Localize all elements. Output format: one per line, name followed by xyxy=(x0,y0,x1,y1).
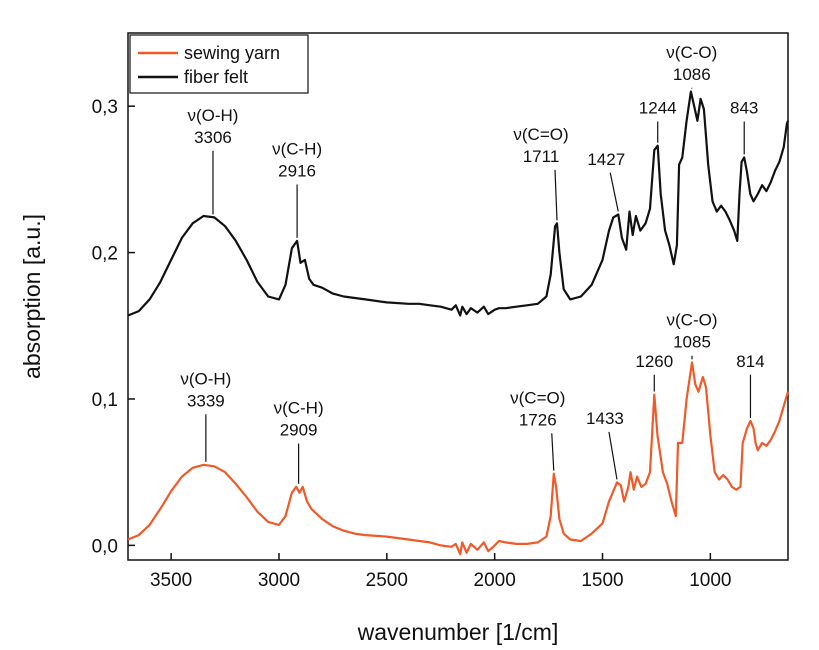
legend-box xyxy=(129,34,309,94)
peak-annotation: 2916 ν(C-H) xyxy=(272,139,322,238)
y-tick-label: 0,0 xyxy=(92,536,118,557)
annotation-wavenumber: 3306 xyxy=(194,128,232,147)
x-tick-label: 2500 xyxy=(366,570,408,591)
x-tick-label: 3000 xyxy=(258,570,300,591)
y-tick-label: 0,1 xyxy=(92,390,118,411)
peak-annotations: 3306 ν(O-H) 2916 ν(C-H) 1711 ν(C=O) 1427 1244 10… xyxy=(180,43,765,484)
series-line-sewing-yarn xyxy=(127,361,790,556)
peak-annotation: 1726 ν(C=O) xyxy=(510,388,565,471)
axis-ticks: 3500 3000 2500 2000 1500 1000 0,0 0,1 0,2 0,3 xyxy=(92,97,732,591)
annotation-wavenumber: 843 xyxy=(730,99,758,118)
annotation-wavenumber: 1244 xyxy=(639,99,677,118)
peak-annotation: 2909 ν(C-H) xyxy=(274,399,324,484)
peak-annotation: 3306 ν(O-H) xyxy=(187,106,238,215)
peak-annotation: 1086 ν(C-O) xyxy=(666,43,717,89)
y-axis-title: absorption [a.u.] xyxy=(19,214,45,379)
annotation-bond: ν(C=O) xyxy=(510,388,565,407)
annotation-wavenumber: 1085 xyxy=(673,333,711,352)
plot-area-border xyxy=(127,32,789,561)
annotation-wavenumber: 2909 xyxy=(280,421,318,440)
legend: sewing yarn fiber felt xyxy=(129,34,309,94)
series-line-fiber-felt xyxy=(127,90,790,317)
series-lines xyxy=(127,90,790,556)
peak-annotation: 1244 xyxy=(639,99,677,143)
annotation-leader xyxy=(609,172,619,212)
annotation-wavenumber: 1433 xyxy=(586,409,624,428)
annotation-bond: ν(C-H) xyxy=(272,139,322,158)
y-tick-label: 0,3 xyxy=(92,97,118,118)
legend-label: sewing yarn xyxy=(184,43,280,63)
annotation-bond: ν(C-O) xyxy=(666,43,717,62)
peak-annotation: 1260 xyxy=(635,352,673,392)
annotation-wavenumber: 1711 xyxy=(523,147,560,166)
annotation-wavenumber: 1427 xyxy=(587,150,625,169)
x-tick-label: 2000 xyxy=(474,570,516,591)
annotation-leader xyxy=(608,431,618,480)
legend-label: fiber felt xyxy=(184,67,248,87)
annotation-wavenumber: 2916 xyxy=(278,161,316,180)
peak-annotation: 1433 xyxy=(586,409,624,480)
x-tick-label: 1000 xyxy=(689,570,731,591)
peak-annotation: 3339 ν(O-H) xyxy=(180,369,231,462)
annotation-leader xyxy=(554,169,558,221)
plot-frame xyxy=(127,32,789,561)
peak-annotation: 1427 xyxy=(587,150,625,212)
annotation-wavenumber: 814 xyxy=(736,352,764,371)
peak-annotation: 814 xyxy=(736,352,765,418)
annotation-bond: ν(C-O) xyxy=(667,311,718,330)
y-tick-label: 0,2 xyxy=(92,244,118,265)
x-axis-title: wavenumber [1/cm] xyxy=(357,619,559,645)
annotation-wavenumber: 1260 xyxy=(635,352,673,371)
x-tick-label: 1500 xyxy=(581,570,623,591)
annotation-bond: ν(C=O) xyxy=(513,125,568,144)
annotation-wavenumber: 3339 xyxy=(187,391,225,410)
annotation-wavenumber: 1086 xyxy=(673,65,711,84)
peak-annotation: 1085 ν(C-O) xyxy=(667,311,718,360)
annotation-bond: ν(C-H) xyxy=(274,399,324,418)
peak-annotation: 843 xyxy=(730,99,758,155)
x-tick-label: 3500 xyxy=(150,570,192,591)
annotation-bond: ν(O-H) xyxy=(187,106,238,125)
annotation-bond: ν(O-H) xyxy=(180,369,231,388)
peak-annotation: 1711 ν(C=O) xyxy=(513,125,569,221)
annotation-leader xyxy=(551,433,555,471)
annotation-wavenumber: 1726 xyxy=(519,410,557,429)
